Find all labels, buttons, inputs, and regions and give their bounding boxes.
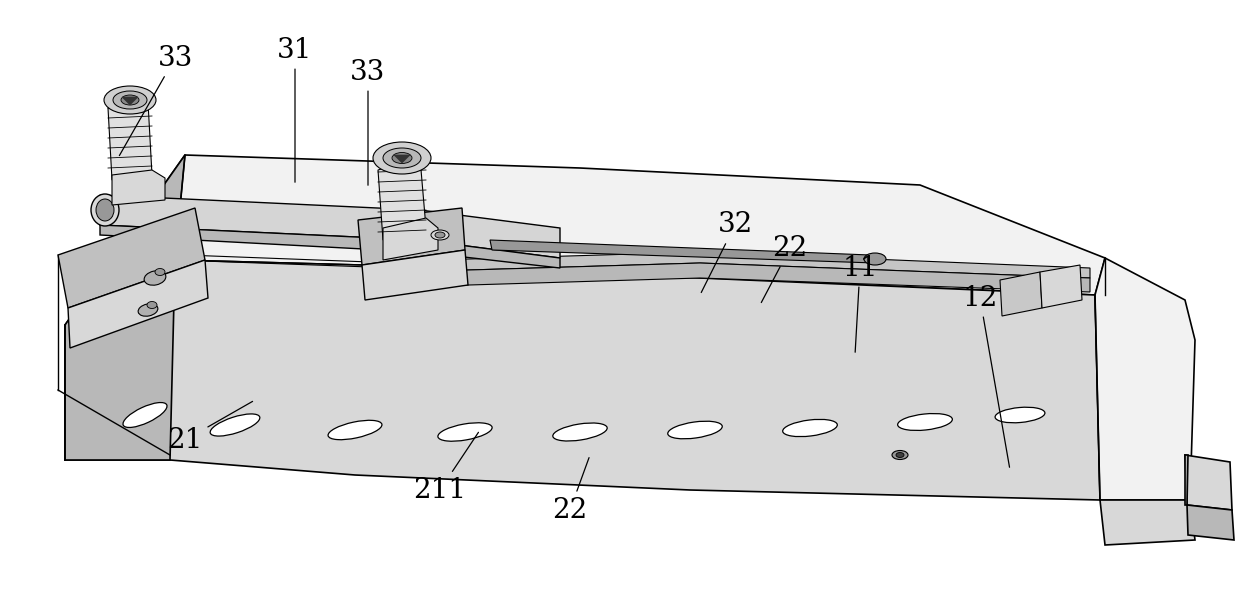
Ellipse shape bbox=[144, 271, 166, 285]
Ellipse shape bbox=[438, 423, 492, 441]
Ellipse shape bbox=[668, 421, 722, 439]
Text: 21: 21 bbox=[167, 402, 253, 453]
Ellipse shape bbox=[373, 142, 432, 174]
Polygon shape bbox=[108, 102, 153, 180]
Polygon shape bbox=[58, 208, 205, 308]
Ellipse shape bbox=[104, 86, 156, 114]
Polygon shape bbox=[100, 225, 560, 268]
Polygon shape bbox=[490, 240, 875, 263]
Ellipse shape bbox=[113, 91, 148, 109]
Ellipse shape bbox=[138, 304, 157, 316]
Polygon shape bbox=[378, 158, 427, 240]
Ellipse shape bbox=[155, 269, 165, 275]
Ellipse shape bbox=[892, 450, 908, 460]
Polygon shape bbox=[64, 155, 185, 460]
Ellipse shape bbox=[210, 414, 260, 436]
Polygon shape bbox=[100, 195, 560, 258]
Ellipse shape bbox=[432, 230, 449, 240]
Polygon shape bbox=[1040, 265, 1083, 308]
Polygon shape bbox=[999, 272, 1042, 316]
Ellipse shape bbox=[435, 232, 445, 238]
Polygon shape bbox=[358, 208, 465, 265]
Ellipse shape bbox=[392, 153, 412, 163]
Ellipse shape bbox=[148, 301, 157, 309]
Polygon shape bbox=[68, 260, 208, 348]
Polygon shape bbox=[1187, 505, 1234, 540]
Text: 22: 22 bbox=[552, 458, 589, 524]
Ellipse shape bbox=[898, 413, 952, 431]
Text: 31: 31 bbox=[278, 36, 312, 182]
Polygon shape bbox=[1095, 258, 1195, 500]
Polygon shape bbox=[64, 155, 1105, 375]
Ellipse shape bbox=[782, 419, 837, 437]
Polygon shape bbox=[122, 97, 138, 105]
Polygon shape bbox=[362, 250, 467, 300]
Polygon shape bbox=[1185, 455, 1188, 505]
Ellipse shape bbox=[329, 420, 382, 440]
Ellipse shape bbox=[95, 199, 114, 221]
Ellipse shape bbox=[553, 423, 608, 441]
Ellipse shape bbox=[123, 402, 167, 428]
Polygon shape bbox=[394, 155, 410, 163]
Text: 211: 211 bbox=[413, 432, 479, 503]
Polygon shape bbox=[370, 263, 1090, 292]
Ellipse shape bbox=[994, 407, 1045, 423]
Polygon shape bbox=[64, 260, 1100, 500]
Ellipse shape bbox=[383, 148, 422, 168]
Polygon shape bbox=[1100, 500, 1195, 545]
Text: 11: 11 bbox=[842, 254, 878, 352]
Text: 12: 12 bbox=[962, 285, 1009, 468]
Polygon shape bbox=[1185, 455, 1233, 510]
Text: 33: 33 bbox=[351, 59, 386, 185]
Ellipse shape bbox=[897, 453, 904, 458]
Polygon shape bbox=[112, 170, 165, 205]
Ellipse shape bbox=[91, 194, 119, 226]
Text: 32: 32 bbox=[702, 211, 753, 293]
Text: 33: 33 bbox=[119, 44, 192, 156]
Polygon shape bbox=[383, 218, 438, 260]
Ellipse shape bbox=[122, 95, 139, 105]
Polygon shape bbox=[370, 252, 1090, 278]
Text: 22: 22 bbox=[761, 235, 807, 302]
Ellipse shape bbox=[864, 253, 887, 265]
